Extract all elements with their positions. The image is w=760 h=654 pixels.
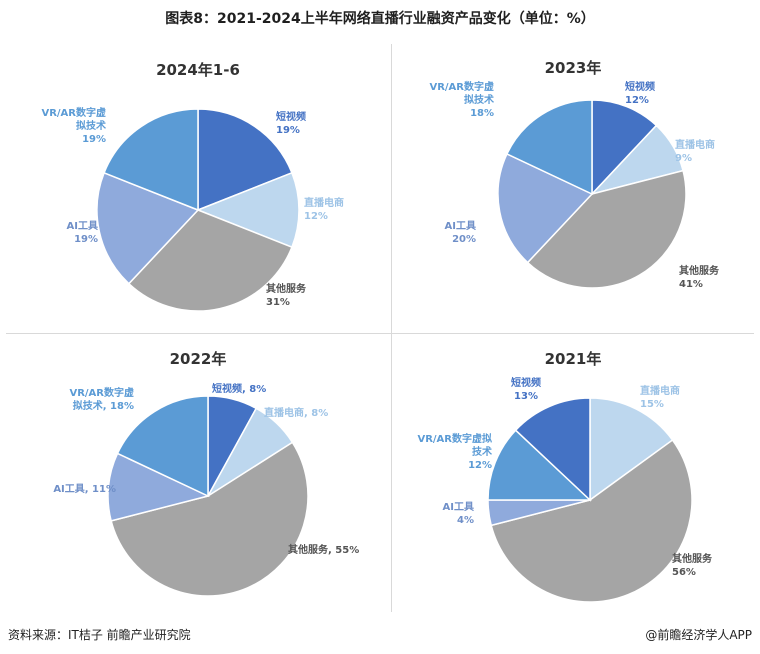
slice-value-label: 31% — [266, 297, 290, 308]
slice-label: 直播电商, 8% — [264, 406, 328, 419]
pie-slice — [487, 429, 592, 501]
slice-label: AI工具 19% — [67, 220, 98, 245]
pie-title: 2023年 — [544, 59, 602, 77]
pie-slice — [591, 99, 658, 196]
pie-slice — [505, 99, 593, 196]
slice-name-label: 拟技术 — [464, 93, 494, 106]
slice-label: 短视频 19% — [276, 110, 306, 136]
pie-chart-2022: 短视频, 8% 直播电商, 8% 其他服务, 55% AI工具, 11% VR/AR数字… — [53, 382, 359, 597]
pie-panel-2023: 2023年 短视频 12% 直播电商 9% 其他服务 41% AI工具 20% VR/AR数字虚… — [392, 44, 754, 332]
slice-label: 其他服务 41% — [679, 264, 720, 290]
slice-name-label: 其他服务 — [672, 552, 713, 565]
slice-value-label: 19% — [276, 125, 300, 136]
slice-value-label: 12% — [625, 95, 649, 106]
slice-name-label: AI工具 — [445, 220, 476, 232]
slice-value-label: 拟技术, 18% — [73, 399, 134, 412]
slice-name-label: 直播电商 — [675, 138, 715, 151]
slice-name-label: 其他服务 — [679, 264, 720, 277]
slice-label: 其他服务, 55% — [288, 543, 359, 556]
pie-slice — [514, 397, 591, 502]
slice-name-label: 技术 — [472, 445, 492, 458]
pie-slice — [127, 209, 293, 312]
slice-label: 直播电商 15% — [640, 384, 680, 410]
slice-value-label: AI工具, 11% — [53, 483, 116, 495]
slice-value-label: 其他服务, 55% — [288, 543, 359, 556]
slice-name-label: 直播电商 — [640, 384, 680, 397]
slice-name-label: VR/AR数字虚 — [41, 106, 106, 119]
pie-panel-2022: 2022年 短视频, 8% 直播电商, 8% 其他服务, 55% AI工具, 11% V… — [6, 334, 390, 612]
slice-label: 其他服务 56% — [672, 552, 713, 578]
slice-label: 短视频, 8% — [212, 382, 266, 395]
slice-name-label: 短视频 — [276, 110, 306, 123]
pie-panel-2024h1: 2024年1-6 短视频 19% 直播电商 12% 其他服务 31% AI工具 19% VR/A… — [6, 44, 390, 332]
pie-slice — [116, 395, 209, 498]
pie-slice — [103, 108, 199, 212]
pie-slice — [589, 397, 674, 502]
pie-panel-2021: 2021年 直播电商 15% 其他服务 56% AI工具 4% VR/AR数字虚拟 技术 12%… — [392, 334, 754, 612]
slice-name-label: 拟技术 — [76, 119, 106, 132]
pie-slice — [110, 441, 309, 597]
main-title: 图表8：2021-2024上半年网络直播行业融资产品变化（单位：%） — [165, 11, 595, 27]
slice-value-label: 4% — [457, 515, 474, 526]
brand-credit: @前瞻经济学人APP — [645, 628, 752, 642]
slice-value-label: 短视频, 8% — [212, 382, 266, 395]
slice-name-label: 其他服务 — [266, 282, 307, 295]
slice-label: 直播电商 9% — [675, 138, 715, 164]
slice-label: AI工具, 11% — [53, 483, 116, 495]
slice-label: 其他服务 31% — [266, 282, 307, 308]
slice-label: 短视频 13% — [511, 376, 541, 402]
slice-value-label: 13% — [514, 391, 538, 402]
slice-label: AI工具 20% — [445, 220, 476, 245]
pie-slice — [526, 169, 687, 289]
slice-name-label: AI工具 — [443, 501, 474, 513]
slice-name-label: 直播电商 — [304, 196, 344, 209]
slice-value-label: 12% — [304, 211, 328, 222]
pie-slice — [107, 452, 211, 522]
slice-value-label: 19% — [74, 234, 98, 245]
pie-slice — [490, 439, 693, 603]
slice-value-label: 41% — [679, 279, 703, 290]
slice-name-label: 短视频 — [625, 80, 655, 93]
slice-value-label: 15% — [640, 399, 664, 410]
slice-name-label: VR/AR数字虚 — [429, 80, 494, 93]
slice-name-label: 短视频 — [511, 376, 541, 389]
slice-value-label: 12% — [468, 460, 492, 471]
slice-value-label: 20% — [452, 234, 476, 245]
slice-label: 短视频 12% — [625, 80, 655, 106]
slice-value-label: 直播电商, 8% — [264, 406, 328, 419]
pie-title: 2021年 — [544, 350, 602, 368]
slice-value-label: 56% — [672, 567, 696, 578]
slice-name-label: VR/AR数字虚 — [69, 386, 134, 399]
slice-value-label: 9% — [675, 153, 692, 164]
pie-title: 2024年1-6 — [156, 61, 240, 79]
slice-value-label: 18% — [470, 108, 494, 119]
slice-value-label: 19% — [82, 134, 106, 145]
slice-label: 直播电商 12% — [304, 196, 344, 222]
pie-title: 2022年 — [169, 350, 227, 368]
slice-label: AI工具 4% — [443, 501, 474, 526]
horizontal-divider — [6, 333, 754, 334]
vertical-divider — [391, 44, 392, 612]
pie-slice — [497, 152, 594, 264]
slice-name-label: VR/AR数字虚拟 — [417, 432, 492, 445]
pie-slice — [195, 171, 300, 249]
pie-slice — [197, 108, 293, 212]
source-note: 资料来源：IT桔子 前瞻产业研究院 — [8, 628, 191, 642]
slice-name-label: AI工具 — [67, 220, 98, 232]
